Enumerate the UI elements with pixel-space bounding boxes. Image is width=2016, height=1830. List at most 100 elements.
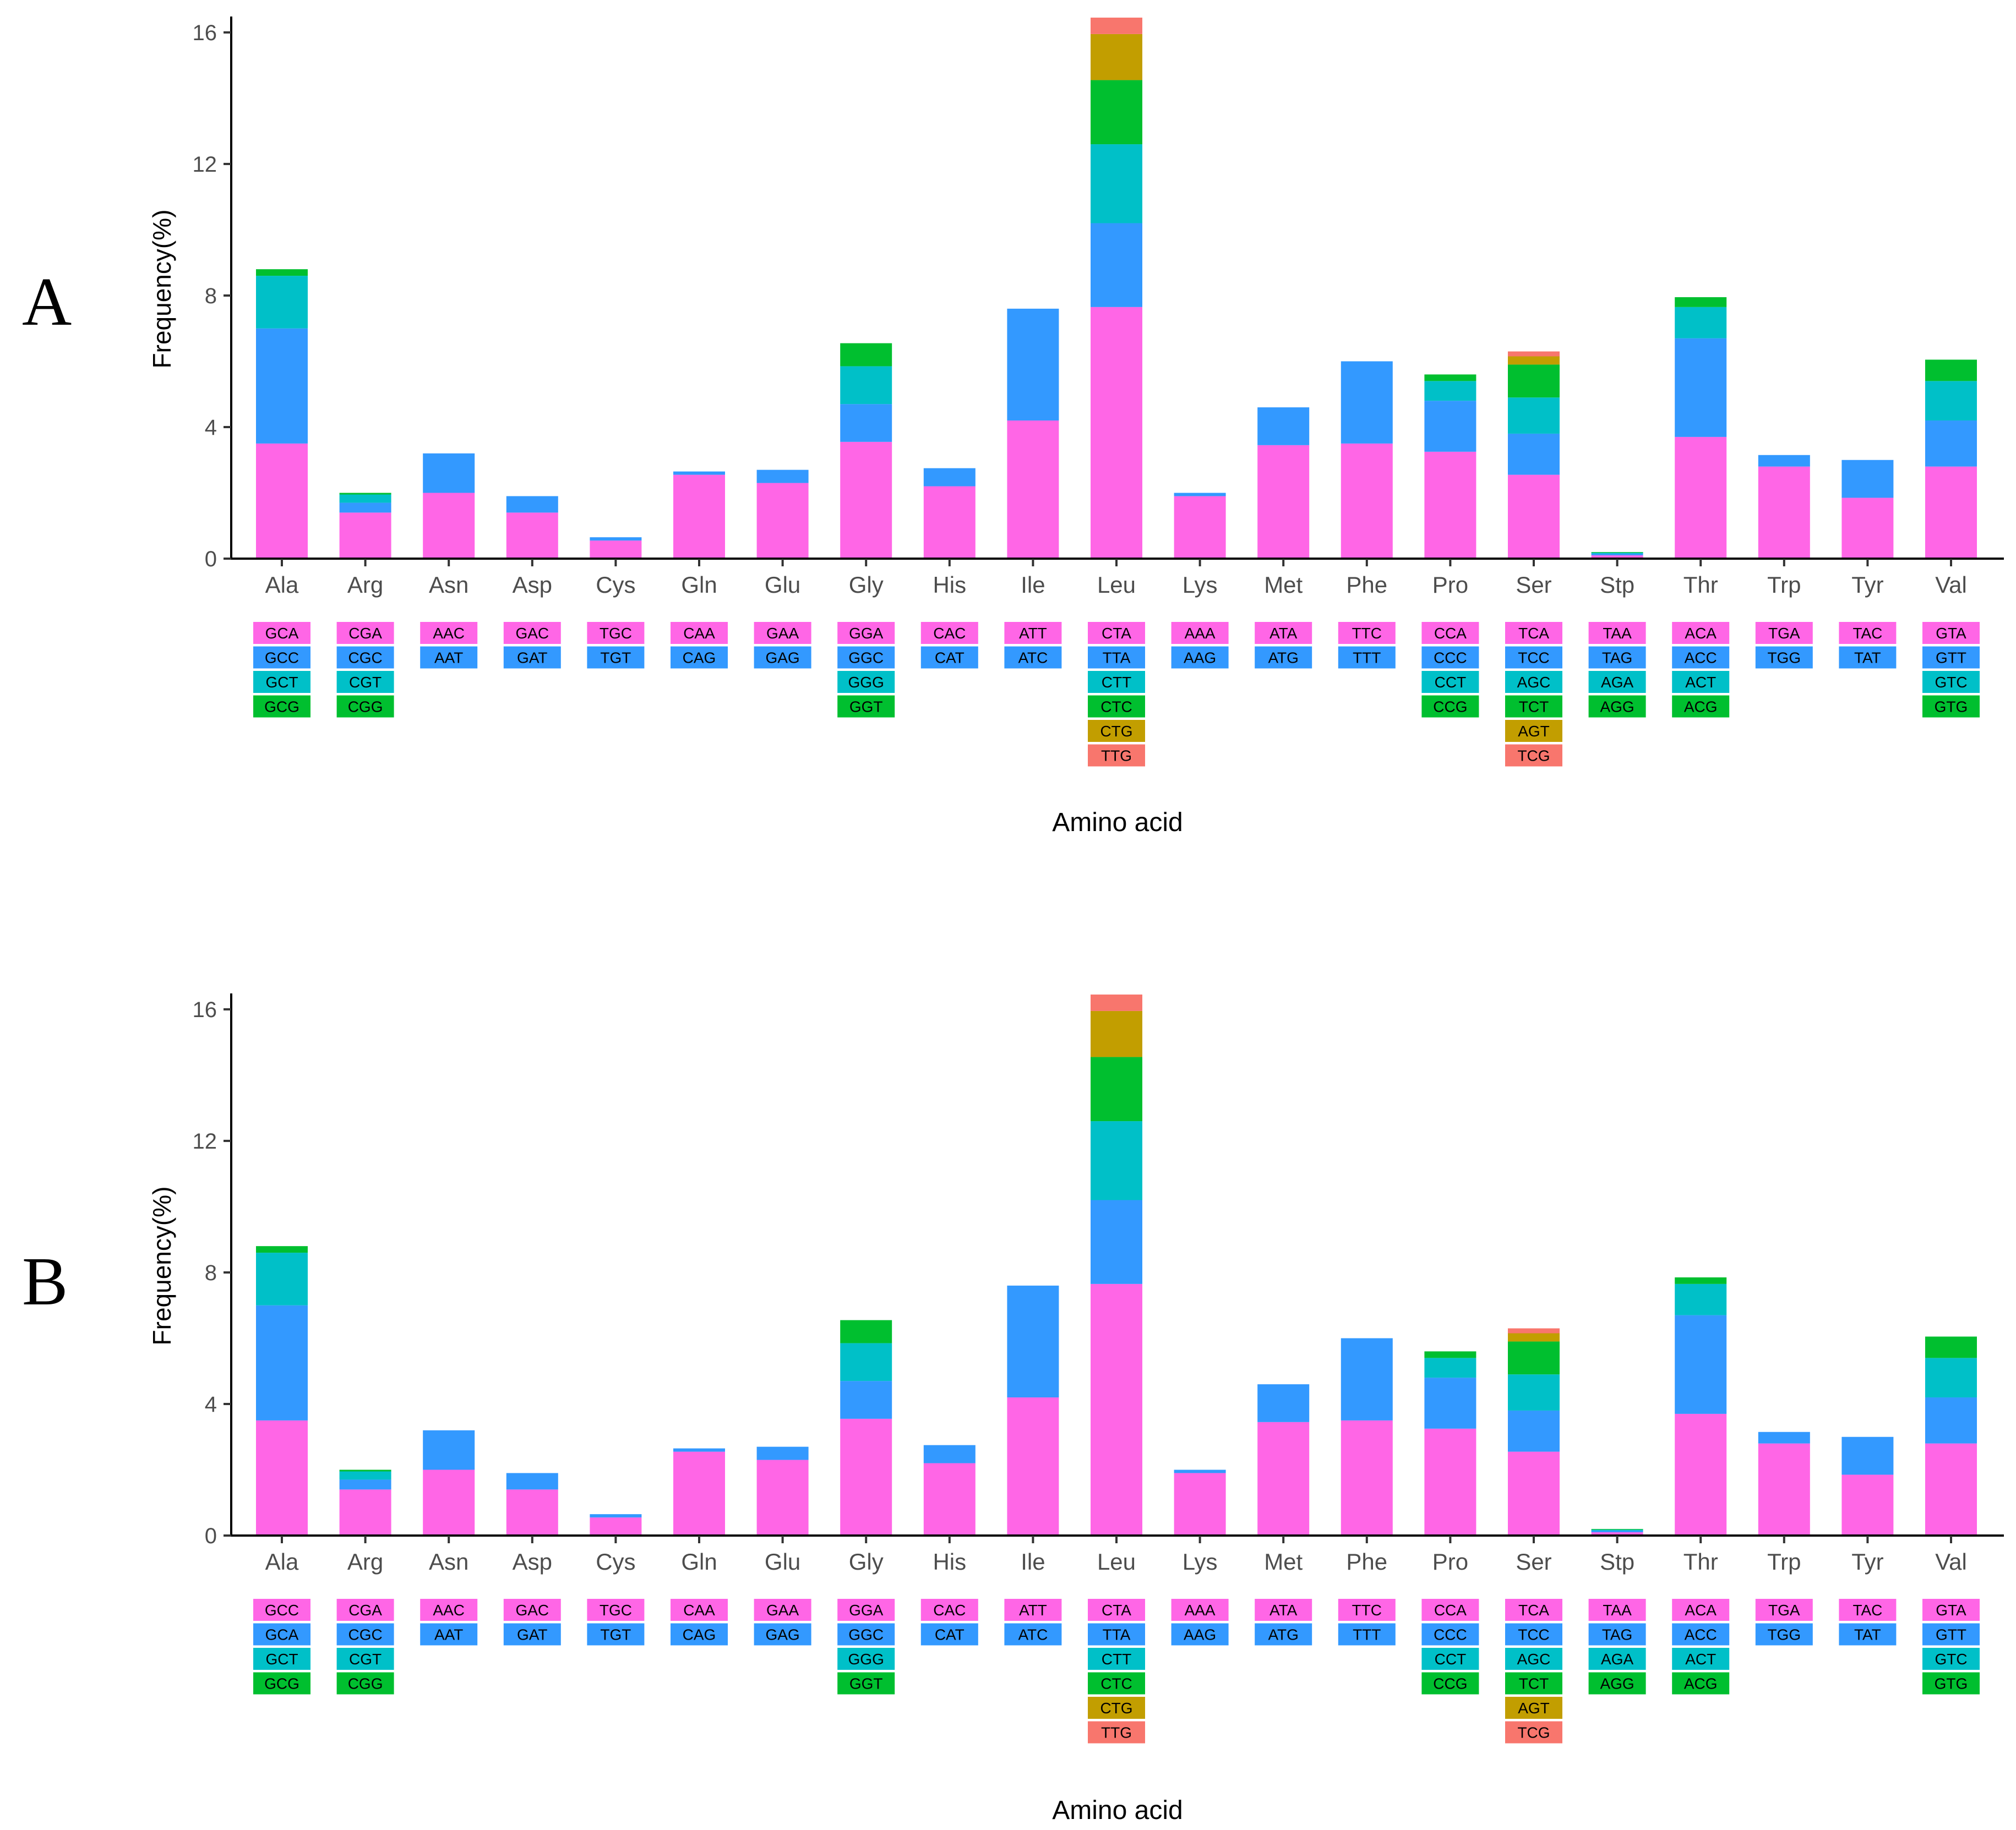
bar-segment-asn-1 bbox=[423, 493, 475, 559]
x-tick-label: Ser bbox=[1516, 572, 1551, 598]
codon-box bbox=[1338, 1599, 1396, 1621]
codon-box bbox=[1922, 1599, 1980, 1621]
bar-segment-gly-2 bbox=[840, 404, 892, 442]
codon-box bbox=[1588, 622, 1646, 644]
codon-box bbox=[1088, 1721, 1145, 1744]
codon-label: GCC bbox=[265, 649, 299, 667]
codon-box bbox=[1588, 1648, 1646, 1670]
codon-box bbox=[1088, 671, 1145, 693]
codon-box bbox=[336, 646, 394, 669]
codon-box bbox=[1338, 622, 1396, 644]
chart-panel-b: B 0 4 8 12 16 Frequency(%) Ala Arg Asn Asp Cys Gln Gl… bbox=[22, 993, 2004, 1825]
codon-label: ACC bbox=[1685, 649, 1717, 667]
codon-box bbox=[1421, 1623, 1479, 1646]
codon-label: AGA bbox=[1601, 674, 1633, 691]
bar-segment-gln-2 bbox=[673, 471, 725, 475]
bar-segment-his-1 bbox=[923, 1463, 976, 1536]
codon-box bbox=[1755, 1623, 1813, 1646]
codon-box bbox=[1922, 695, 1980, 718]
codon-box bbox=[1421, 671, 1479, 693]
bar-segment-val-4 bbox=[1925, 1336, 1977, 1358]
bar-segment-stp-4 bbox=[1591, 552, 1643, 553]
bar-segment-arg-3 bbox=[339, 494, 391, 503]
x-tick-label: Cys bbox=[596, 572, 635, 598]
codon-box bbox=[1004, 646, 1062, 669]
codon-label: AAA bbox=[1185, 625, 1216, 642]
bar-segment-pro-1 bbox=[1424, 1428, 1476, 1536]
codon-label: ATG bbox=[1268, 1626, 1298, 1643]
x-tick-label: Tyr bbox=[1851, 1549, 1883, 1575]
codon-label: GGG bbox=[848, 674, 884, 691]
bar-segment-val-1 bbox=[1925, 1443, 1977, 1536]
x-tick-label: Ser bbox=[1516, 1549, 1551, 1575]
codon-label: AGC bbox=[1517, 674, 1551, 691]
codon-box bbox=[587, 622, 645, 644]
codon-box bbox=[837, 622, 895, 644]
codon-box bbox=[336, 622, 394, 644]
bar-segment-gly-3 bbox=[840, 366, 892, 405]
codon-box bbox=[754, 646, 811, 669]
codon-label: TGT bbox=[600, 649, 631, 667]
codon-box bbox=[1588, 1599, 1646, 1621]
codon-box bbox=[671, 622, 728, 644]
codon-box bbox=[1922, 646, 1980, 669]
codon-box bbox=[920, 622, 978, 644]
codon-label: GGA bbox=[849, 625, 884, 642]
codon-label: TTC bbox=[1352, 1602, 1382, 1619]
bar-segment-leu-2 bbox=[1091, 223, 1142, 307]
codon-label: GGC bbox=[848, 649, 884, 667]
codon-label: GAA bbox=[766, 625, 799, 642]
codon-box bbox=[253, 646, 310, 669]
bar-segment-thr-3 bbox=[1675, 307, 1727, 338]
codon-label: TCA bbox=[1518, 1602, 1549, 1619]
bar-segment-met-1 bbox=[1257, 445, 1310, 559]
codon-label: GTG bbox=[1935, 698, 1968, 715]
codon-box bbox=[1421, 1648, 1479, 1670]
codon-label: TAG bbox=[1602, 649, 1632, 667]
codon-label: GAT bbox=[517, 649, 547, 667]
codon-box bbox=[1505, 1623, 1562, 1646]
bar-segment-ala-2 bbox=[256, 1305, 308, 1421]
bar-segment-thr-1 bbox=[1675, 436, 1727, 559]
codon-label: TAG bbox=[1602, 1626, 1632, 1643]
codon-box bbox=[920, 1599, 978, 1621]
bar-segment-phe-1 bbox=[1341, 1420, 1393, 1536]
y-axis-title: Frequency(%) bbox=[148, 210, 176, 369]
codon-label: ATA bbox=[1269, 1602, 1298, 1619]
y-tick-label: 4 bbox=[205, 1392, 217, 1417]
codon-box bbox=[253, 1648, 310, 1670]
x-tick-label: Phe bbox=[1346, 1549, 1387, 1575]
bar-segment-glu-2 bbox=[756, 469, 809, 483]
codon-box bbox=[920, 646, 978, 669]
codon-label: GAG bbox=[765, 649, 799, 667]
codon-box bbox=[837, 1648, 895, 1670]
x-tick-label: Ala bbox=[265, 1549, 299, 1575]
codon-label: GAA bbox=[766, 1602, 799, 1619]
codon-label: TCG bbox=[1517, 1724, 1550, 1741]
y-tick-label: 12 bbox=[193, 1129, 217, 1154]
codon-label: CGC bbox=[348, 649, 382, 667]
codon-label: CCC bbox=[1434, 1626, 1467, 1643]
x-tick-label: Gln bbox=[681, 1549, 717, 1575]
codon-label: AAG bbox=[1184, 1626, 1216, 1643]
bar-segment-trp-2 bbox=[1758, 1432, 1810, 1444]
codon-box bbox=[1839, 1623, 1897, 1646]
codon-box bbox=[336, 1672, 394, 1695]
y-tick-label: 0 bbox=[205, 547, 217, 571]
codon-label: CTT bbox=[1102, 674, 1131, 691]
x-tick-label: Leu bbox=[1097, 572, 1136, 598]
x-tick-label: Arg bbox=[347, 572, 383, 598]
x-tick-label: Val bbox=[1935, 572, 1967, 598]
bar-segment-glu-1 bbox=[756, 483, 809, 559]
codon-label: CAG bbox=[683, 1626, 716, 1643]
codon-box bbox=[1672, 646, 1730, 669]
codon-label: TGG bbox=[1767, 649, 1801, 667]
x-tick-label: Lys bbox=[1183, 572, 1218, 598]
codon-label: CCT bbox=[1435, 1651, 1467, 1668]
x-tick-label: Asp bbox=[513, 572, 552, 598]
codon-box bbox=[1088, 744, 1145, 767]
codon-box bbox=[837, 1672, 895, 1695]
bar-segment-stp-2 bbox=[1591, 1531, 1643, 1533]
bar-segment-arg-4 bbox=[339, 1470, 391, 1472]
x-tick-label: Glu bbox=[765, 1549, 800, 1575]
